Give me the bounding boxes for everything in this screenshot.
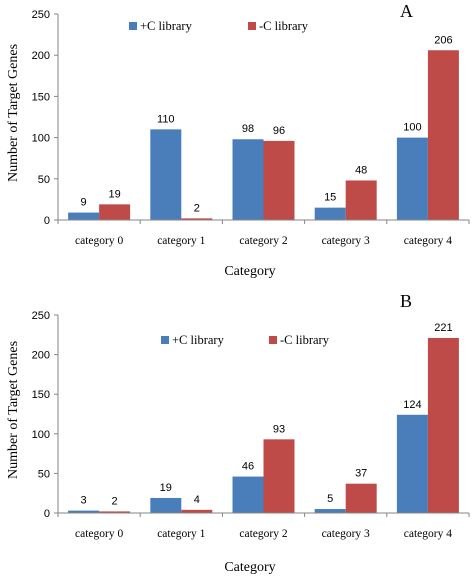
- x-tick-labels: category 0 category 1 category 2 category 3…: [75, 235, 452, 247]
- y-tick-labels: 0 50 100 150 200 250: [32, 310, 50, 520]
- legend-swatch-plus-c: [161, 336, 169, 344]
- y-axis-title: Number of Target Genes: [6, 44, 21, 182]
- bar: [68, 510, 100, 513]
- data-label: 100: [403, 122, 421, 134]
- data-label: 46: [242, 461, 254, 473]
- y-tick-label: 200: [32, 350, 50, 362]
- data-label: 96: [273, 125, 285, 137]
- legend-label-minus-c: -C library: [280, 333, 330, 347]
- x-tick-label: category 3: [322, 235, 370, 247]
- x-axis-title: Category: [224, 264, 275, 279]
- data-label: 48: [355, 164, 367, 176]
- y-tick-label: 100: [32, 133, 50, 145]
- x-tick-label: category 2: [239, 528, 287, 540]
- legend-label-plus-c: +C library: [140, 19, 193, 33]
- data-label: 19: [160, 482, 172, 494]
- x-axis-title: Category: [224, 560, 275, 575]
- bar: [427, 50, 459, 221]
- y-tick-label: 0: [44, 215, 50, 227]
- data-label: 221: [434, 322, 452, 334]
- y-tick-label: 200: [32, 50, 50, 62]
- bar: [263, 439, 295, 513]
- bar: [232, 139, 264, 220]
- bar: [181, 509, 213, 513]
- x-tick-label: category 1: [157, 528, 205, 540]
- bar: [345, 180, 377, 220]
- panel-letter: A: [400, 1, 413, 21]
- x-tick-label: category 1: [157, 235, 205, 247]
- data-label: 15: [324, 192, 336, 204]
- y-tick-label: 150: [32, 389, 50, 401]
- panel-letter: B: [400, 291, 412, 311]
- bar: [150, 129, 182, 220]
- bar: [314, 207, 346, 220]
- data-label: 9: [81, 197, 87, 209]
- y-tick-label: 250: [32, 310, 50, 322]
- data-label: 2: [112, 495, 118, 507]
- chart-marks: 9 19 110 2 98 96 15 48 100 206: [68, 34, 459, 221]
- y-tick-label: 50: [38, 468, 50, 480]
- legend: +C library -C library: [129, 19, 309, 33]
- chart-marks: 3 2 19 4 46 93 5 37 124 221: [68, 322, 459, 513]
- legend-label-minus-c: -C library: [259, 19, 309, 33]
- bar: [263, 140, 295, 220]
- x-tick-label: category 3: [322, 528, 370, 540]
- legend-label-plus-c: +C library: [172, 333, 225, 347]
- legend-swatch-minus-c: [248, 22, 256, 30]
- y-tick-label: 50: [38, 174, 50, 186]
- chart-panel-a: A Number of Target Genes Category +C lib…: [6, 1, 470, 279]
- y-tick-label: 0: [44, 508, 50, 520]
- data-label: 124: [403, 399, 421, 411]
- data-label: 3: [81, 495, 87, 507]
- x-tick-label: category 4: [404, 528, 452, 540]
- bar: [150, 497, 182, 513]
- legend-swatch-plus-c: [129, 22, 137, 30]
- x-tick-label: category 2: [239, 235, 287, 247]
- bar: [99, 511, 131, 513]
- y-tick-label: 100: [32, 429, 50, 441]
- bar: [68, 212, 100, 220]
- data-label: 110: [157, 113, 175, 125]
- axes: [54, 13, 470, 224]
- x-tick-label: category 4: [404, 235, 452, 247]
- x-tick-label: category 0: [75, 528, 123, 540]
- legend: +C library -C library: [161, 333, 330, 347]
- bar: [181, 218, 213, 220]
- y-tick-label: 150: [32, 91, 50, 103]
- bar: [396, 414, 428, 513]
- y-tick-label: 250: [32, 9, 50, 21]
- y-tick-labels: 0 50 100 150 200 250: [32, 9, 50, 227]
- data-label: 2: [194, 202, 200, 214]
- bar: [427, 337, 459, 513]
- legend-swatch-minus-c: [269, 336, 277, 344]
- data-label: 206: [434, 34, 452, 46]
- data-label: 93: [273, 423, 285, 435]
- data-label: 4: [194, 494, 200, 506]
- bar: [99, 204, 131, 220]
- chart-panel-b: B Number of Target Genes Category +C lib…: [6, 291, 470, 575]
- bar: [314, 509, 346, 513]
- bar: [396, 137, 428, 220]
- axes: [54, 314, 470, 517]
- y-axis-title: Number of Target Genes: [6, 341, 21, 479]
- x-tick-label: category 0: [75, 235, 123, 247]
- data-label: 37: [355, 468, 367, 480]
- x-tick-labels: category 0 category 1 category 2 category 3…: [75, 528, 452, 540]
- bar: [232, 476, 264, 513]
- data-label: 19: [108, 188, 120, 200]
- data-label: 5: [327, 493, 333, 505]
- bar: [345, 483, 377, 513]
- data-label: 98: [242, 123, 254, 135]
